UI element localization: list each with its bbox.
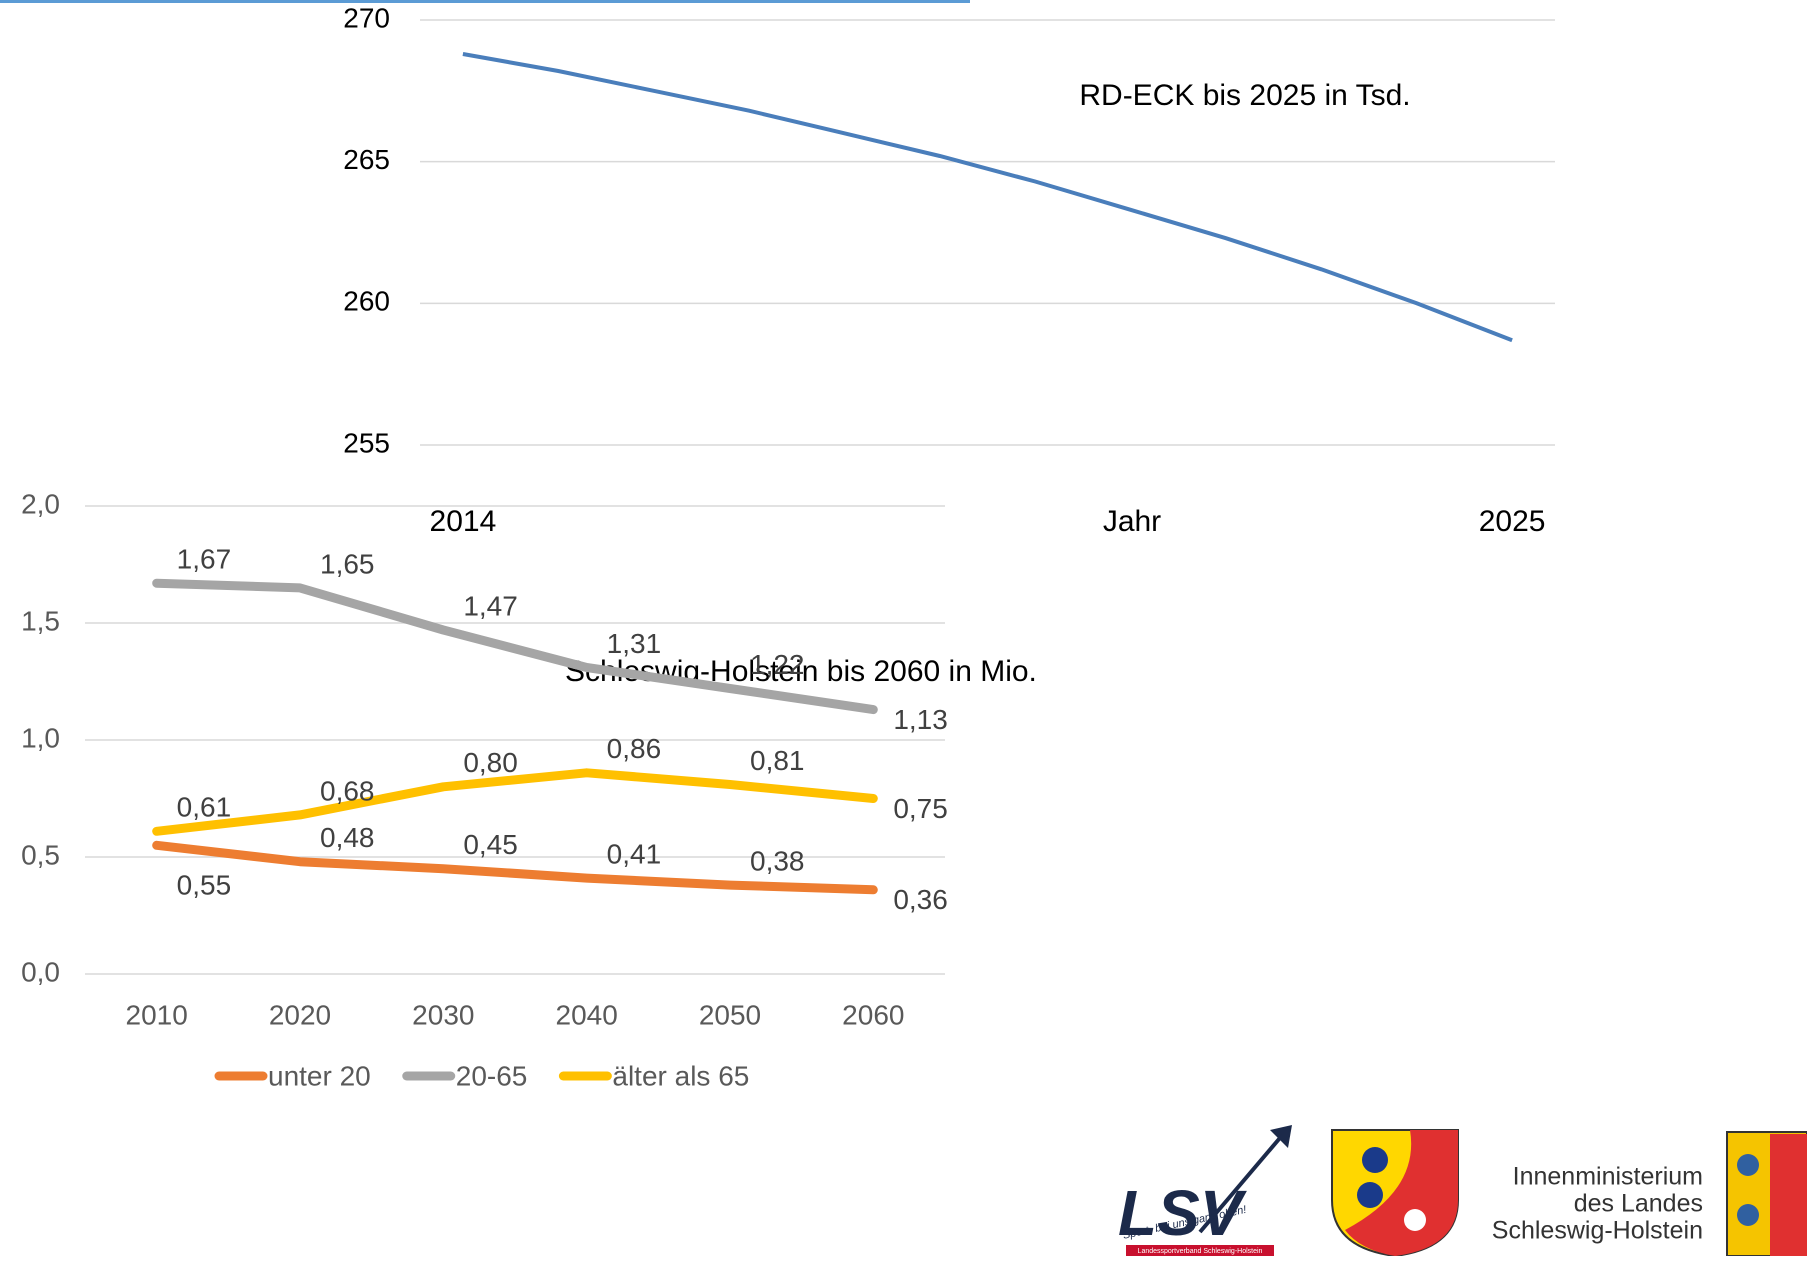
data-label: 0,61 [177, 792, 232, 823]
x-tick-label: 2020 [269, 999, 331, 1030]
y-tick-label: 2,0 [21, 488, 60, 519]
data-label: 0,45 [463, 829, 518, 860]
data-label: 0,75 [893, 793, 948, 824]
top-rule [0, 0, 970, 3]
data-label: 0,38 [750, 845, 805, 876]
data-label: 0,36 [893, 884, 948, 915]
y-tick-label: 255 [343, 427, 390, 458]
x-tick-label: 2030 [412, 999, 474, 1030]
x-tick-label: 2040 [556, 999, 618, 1030]
data-label: 0,86 [607, 733, 662, 764]
y-tick-label: 260 [343, 286, 390, 317]
y-tick-label: 270 [343, 2, 390, 33]
data-label: 1,22 [750, 649, 805, 680]
legend-label: 20-65 [456, 1060, 528, 1091]
data-label: 0,81 [750, 745, 805, 776]
y-tick-label: 0,0 [21, 956, 60, 987]
x-tick-label: 2060 [842, 999, 904, 1030]
ministry-line: Innenministerium [1513, 1163, 1703, 1191]
x-tick-label: 2025 [1479, 505, 1546, 538]
data-label: 1,65 [320, 548, 375, 579]
ministry-line: Schleswig-Holstein [1492, 1217, 1703, 1245]
x-axis-label: Jahr [1103, 505, 1161, 538]
data-line [152, 840, 878, 895]
lsv-text: LSV [1118, 1177, 1248, 1249]
coat-of-arms [1331, 1129, 1459, 1258]
data-label: 0,48 [320, 822, 375, 853]
data-label: 0,80 [463, 747, 518, 778]
data-label: 1,31 [607, 628, 662, 659]
y-tick-label: 1,0 [21, 722, 60, 753]
data-label: 0,68 [320, 775, 375, 806]
data-line [152, 578, 878, 715]
legend-label: unter 20 [268, 1060, 371, 1091]
data-label: 1,67 [177, 544, 232, 575]
data-label: 0,41 [607, 838, 662, 869]
y-tick-label: 0,5 [21, 839, 60, 870]
y-tick-label: 265 [343, 144, 390, 175]
y-tick-label: 1,5 [21, 605, 60, 636]
data-label: 1,13 [893, 704, 948, 735]
chart-title: RD-ECK bis 2025 in Tsd. [1079, 79, 1410, 112]
data-label: 1,47 [463, 590, 518, 621]
lsv-logo: LSV Sport- bei uns ganz oben! Landesspor… [1118, 1125, 1292, 1256]
data-line [152, 768, 878, 836]
data-label: 0,55 [177, 870, 232, 901]
x-tick-label: 2010 [126, 999, 188, 1030]
legend-label: älter als 65 [612, 1060, 749, 1091]
lsv-band: Landessportverband Schleswig-Holstein [1138, 1248, 1263, 1255]
x-tick-label: 2050 [699, 999, 761, 1030]
state-arms [1726, 1131, 1807, 1257]
ministry-line: des Landes [1574, 1190, 1703, 1218]
x-tick-label: 2014 [430, 505, 497, 538]
data-line [462, 52, 1513, 343]
